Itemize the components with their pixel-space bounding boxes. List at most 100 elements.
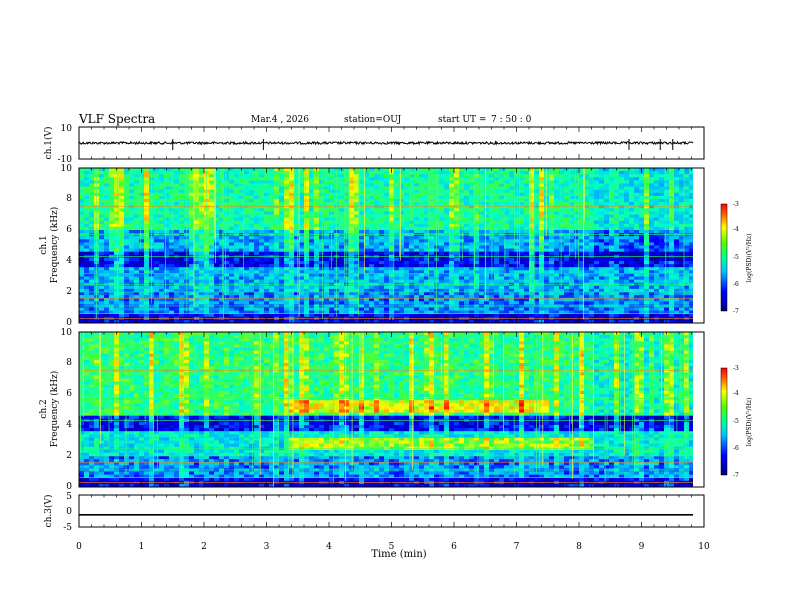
spectrogram-cell (574, 261, 580, 265)
spectrogram-cell (344, 279, 350, 284)
spectrogram-cell (639, 217, 645, 222)
spectrogram-cell (524, 168, 530, 172)
spectrogram-cell (429, 267, 435, 271)
spectrogram-cell (219, 273, 225, 277)
spectrogram-cell (289, 261, 295, 265)
spectrogram-cell (264, 202, 270, 206)
spectrogram-cell (649, 279, 655, 284)
spectrogram-cell (279, 261, 285, 265)
spectrogram-cell (189, 211, 195, 215)
spectrogram-cell (304, 257, 310, 262)
spectrogram-cell (204, 230, 210, 234)
spectrogram-cell (249, 279, 255, 284)
spectrogram-cell (599, 264, 605, 268)
spectrogram-cell (269, 248, 275, 253)
spectrogram-cell (344, 189, 350, 194)
spectrogram-cell (389, 226, 395, 231)
spectrogram-cell (544, 226, 550, 231)
spectrogram-cell (244, 177, 250, 181)
spectrogram-cell (394, 180, 400, 184)
spectrogram-cell (449, 226, 455, 231)
spectrogram-cell (394, 174, 400, 178)
spectrogram-cell (359, 248, 365, 253)
spectrogram-cell (479, 223, 485, 228)
spectrogram-cell (174, 251, 180, 256)
spectrogram-cell (84, 273, 90, 277)
spectrogram-cell (124, 195, 130, 200)
spectrogram-cell (399, 211, 405, 215)
spectrogram-cell (344, 239, 350, 243)
spectrogram-cell (559, 180, 565, 184)
spectrogram-cell (304, 226, 310, 231)
spectrogram-cell (529, 276, 535, 280)
spectrogram-cell (504, 223, 510, 228)
spectrogram-cell (629, 251, 635, 256)
spectrogram-cell (199, 248, 205, 253)
spectrogram-cell (84, 245, 90, 249)
spectrogram-cell (504, 261, 510, 265)
spectrogram-cell (324, 202, 330, 206)
spectrogram-cell (399, 180, 405, 184)
spectrogram-cell (129, 239, 135, 243)
spectrogram-cell (254, 192, 260, 197)
spectrogram-cell (139, 226, 145, 231)
spectrogram-cell (354, 211, 360, 215)
spectrogram-cell (199, 217, 205, 222)
spectrogram-cell (304, 168, 310, 172)
spectrogram-cell (504, 183, 510, 187)
spectrogram-cell (464, 279, 470, 284)
spectrogram-cell (504, 276, 510, 280)
spectrogram-cell (429, 273, 435, 277)
spectrogram-cell (204, 168, 210, 172)
spectrogram-cell (494, 273, 500, 277)
spectrogram-cell (429, 168, 435, 172)
spectrogram-cell (509, 248, 515, 253)
spectrogram-cell (574, 285, 580, 290)
spectrogram-cell (139, 208, 145, 212)
spectrogram-cell (234, 183, 240, 187)
spectrogram-cell (589, 239, 595, 243)
spectrogram-cell (199, 220, 205, 225)
spectrogram-cell (309, 186, 315, 191)
spectrogram-cell (549, 236, 555, 240)
spectrogram-cell (354, 168, 360, 172)
spectrogram-cell (474, 257, 480, 262)
spectrogram-cell (424, 230, 430, 234)
spectrogram-cell (664, 186, 670, 191)
spectrogram-cell (114, 195, 120, 200)
spectrogram-cell (144, 273, 150, 277)
spectrogram-cell (429, 276, 435, 280)
spectrogram-cell (639, 177, 645, 181)
spectrogram-cell (504, 177, 510, 181)
spectrogram-cell (119, 279, 125, 284)
spectrogram-cell (339, 251, 345, 256)
spectrogram-cell (264, 183, 270, 187)
spectrogram-cell (84, 261, 90, 265)
spectrogram-cell (154, 264, 160, 268)
spectrogram-cell (454, 264, 460, 268)
spectrogram-cell (614, 239, 620, 243)
spectrogram-cell (544, 192, 550, 197)
spectrogram-cell (464, 239, 470, 243)
spectrogram-cell (139, 248, 145, 253)
spectrogram-cell (399, 270, 405, 274)
spectrogram-cell (369, 186, 375, 191)
spectrogram-cell (654, 226, 660, 231)
spectrogram-cell (254, 279, 260, 284)
spectrogram-cell (439, 264, 445, 268)
spectrogram-cell (344, 168, 350, 172)
spectrogram-cell (679, 174, 685, 178)
spectrogram-cell (169, 202, 175, 206)
spectrogram-cell (279, 230, 285, 234)
spectrogram-cell (324, 267, 330, 271)
spectrogram-cell (689, 195, 695, 200)
spectrogram-cell (304, 273, 310, 277)
spectrogram-cell (139, 174, 145, 178)
spectrogram-cell (389, 239, 395, 243)
spectrogram-cell (579, 248, 585, 253)
spectrogram-cell (294, 264, 300, 268)
spectrogram-cell (259, 208, 265, 212)
spectrogram-cell (624, 270, 630, 274)
spectrogram-cell (134, 180, 140, 184)
spectrogram-cell (594, 261, 600, 265)
